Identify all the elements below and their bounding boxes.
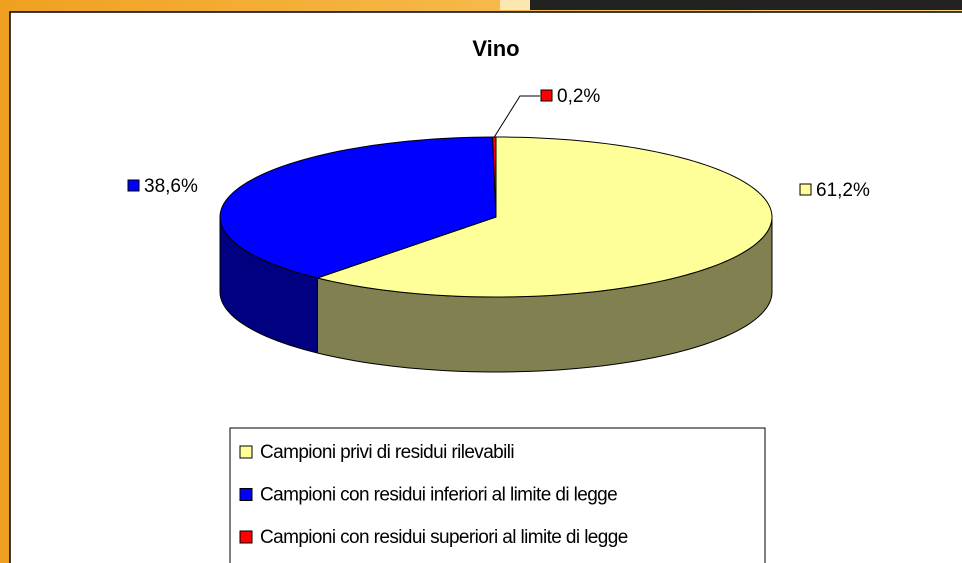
- top-bar-light: [500, 0, 530, 10]
- data-label: 38,6%: [144, 176, 198, 197]
- label-key: [799, 183, 812, 196]
- data-label: 61,2%: [816, 180, 870, 201]
- slice: [219, 136, 497, 279]
- legend-key: [239, 445, 253, 459]
- chart-title: Vino: [472, 36, 519, 61]
- slice: [315, 136, 773, 298]
- label-key: [127, 179, 140, 192]
- top-bar: [530, 0, 962, 10]
- legend-key: [239, 488, 253, 501]
- legend-label: Campioni con residui superiori al limite…: [260, 527, 628, 548]
- data-label: 0,2%: [557, 86, 600, 107]
- legend-label: Campioni privi di residui rilevabili: [260, 442, 514, 463]
- legend-box: [229, 427, 766, 563]
- legend-label: Campioni con residui inferiori al limite…: [260, 485, 617, 506]
- label-key: [540, 89, 553, 102]
- slice: [492, 136, 497, 218]
- legend-key: [239, 530, 253, 544]
- leader-line: [493, 95, 540, 138]
